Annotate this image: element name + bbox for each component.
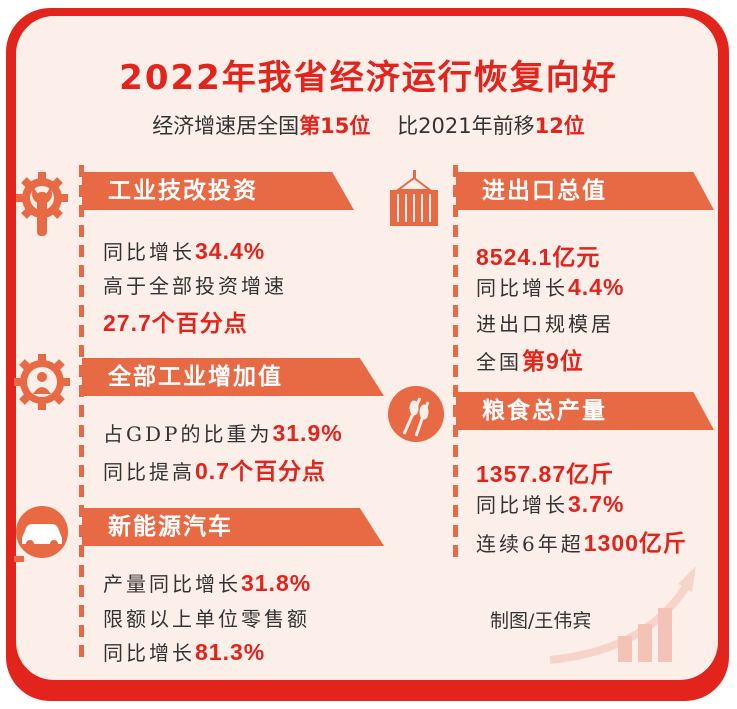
- stat-value: 1300亿斤: [583, 530, 687, 556]
- subtitle-rank: 第15位: [299, 114, 371, 138]
- stat-label: 同比提高: [103, 460, 195, 484]
- stat-line: 限额以上单位零售额: [103, 603, 310, 632]
- section-header: 进出口总值: [456, 172, 714, 210]
- stat-label: 限额以上单位零售额: [103, 607, 310, 631]
- growth-arrow-icon: [549, 566, 696, 664]
- credit: 制图/王伟宾: [490, 610, 592, 632]
- section-header: 粮食总产量: [456, 392, 714, 430]
- stat-line: 27.7个百分点: [103, 304, 248, 338]
- stat-label: 进出口规模居: [476, 312, 614, 336]
- stat-label: 同比增长: [103, 641, 195, 665]
- left-divider: [79, 165, 84, 660]
- stat-line: 全国第9位: [476, 342, 584, 376]
- stat-value: 1357.87亿斤: [476, 461, 615, 487]
- content-panel: [16, 16, 718, 680]
- stat-value: 81.3%: [195, 639, 266, 665]
- container-crane-icon: [390, 170, 438, 226]
- gear-worker-icon: [14, 354, 70, 410]
- stat-value: 0.7个百分点: [195, 458, 326, 484]
- stat-value: 4.4%: [568, 274, 625, 300]
- stat-line: 占GDP的比重为31.9%: [103, 418, 343, 447]
- electric-car-icon: [14, 506, 68, 562]
- stat-label: 高于全部投资增速: [103, 274, 287, 298]
- stat-line: 同比增长4.4%: [476, 272, 624, 301]
- section-header: 新能源汽车: [82, 508, 384, 546]
- stat-line: 产量同比增长31.8%: [103, 568, 311, 597]
- subtitle: 经济增速居全国第15位 比2021年前移12位: [0, 110, 737, 140]
- stat-value: 8524.1亿元: [476, 244, 601, 270]
- stat-line: 进出口规模居: [476, 308, 614, 337]
- subtitle-text: 经济增速居全国: [152, 114, 300, 138]
- stat-label: 占GDP的比重为: [103, 422, 273, 446]
- stat-line: 高于全部投资增速: [103, 270, 287, 299]
- stat-value: 3.7%: [568, 491, 625, 517]
- stat-line: 连续6年超1300亿斤: [476, 524, 687, 558]
- stat-line: 8524.1亿元: [476, 238, 600, 272]
- section-header: 工业技改投资: [82, 172, 354, 210]
- stat-label: 连续6年超: [476, 532, 584, 556]
- stat-label: 同比增长: [103, 240, 195, 264]
- stat-value: 31.8%: [241, 570, 312, 596]
- stat-line: 同比增长3.7%: [476, 489, 624, 518]
- stat-label: 产量同比增长: [103, 572, 241, 596]
- stat-value: 第9位: [522, 348, 584, 374]
- stat-line: 同比增长34.4%: [103, 236, 265, 265]
- stat-label: 同比增长: [476, 276, 568, 300]
- stat-value: 31.9%: [272, 420, 343, 446]
- stat-line: 1357.87亿斤: [476, 455, 614, 489]
- subtitle-move: 12位: [534, 114, 585, 138]
- stat-value: 34.4%: [195, 238, 266, 264]
- page-title: 2022年我省经济运行恢复向好: [119, 58, 618, 98]
- stat-value: 27.7个百分点: [103, 310, 248, 336]
- stat-label: 同比增长: [476, 493, 568, 517]
- wheat-icon: [388, 386, 444, 442]
- stat-line: 同比增长81.3%: [103, 637, 265, 666]
- right-divider: [453, 165, 458, 565]
- stat-line: 同比提高0.7个百分点: [103, 452, 326, 486]
- gear-wrench-icon: [16, 172, 68, 236]
- stat-label: 全国: [476, 350, 522, 374]
- section-header: 全部工业增加值: [82, 358, 384, 396]
- subtitle-text-2: 比2021年前移: [397, 114, 535, 138]
